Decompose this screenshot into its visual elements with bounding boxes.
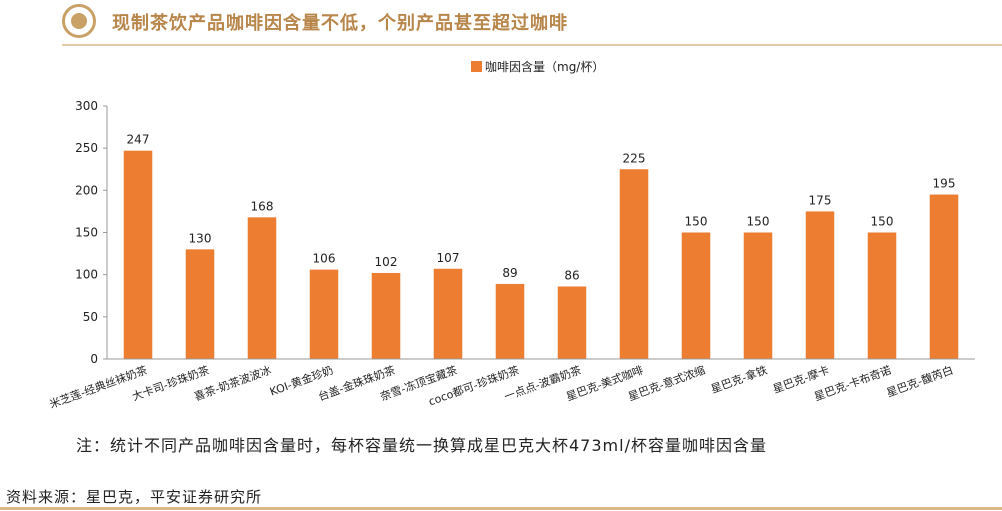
y-tick-label: 250 [75, 141, 98, 155]
bar [557, 286, 587, 359]
bar-value-label: 86 [564, 268, 579, 282]
chart-note: 注：统计不同产品咖啡因含量时，每杯容量统一换算成星巴克大杯473ml/杯容量咖啡… [76, 436, 767, 455]
header-divider [62, 44, 1002, 46]
y-tick-label: 150 [75, 226, 98, 240]
bar [495, 283, 525, 359]
bar-value-label: 247 [127, 133, 150, 147]
bar-value-label: 175 [809, 193, 832, 207]
bar-value-label: 168 [251, 199, 274, 213]
bar [247, 217, 277, 359]
bar-chart: 咖啡因含量（mg/杯） 0 50 100 150 200 250 300 247 130 168… [47, 59, 975, 411]
y-tick-label: 0 [90, 352, 98, 366]
bar [743, 232, 773, 359]
bar-series: 247 130 168 106 102 107 89 86 225 150 150 175 150 195 [123, 133, 959, 359]
bar [309, 269, 339, 359]
chart-legend: 咖啡因含量（mg/杯） [471, 59, 604, 74]
bar [929, 194, 959, 359]
bar [185, 249, 215, 359]
bar-value-label: 195 [933, 177, 956, 191]
x-category-label: 星巴克-馥芮白 [884, 363, 955, 400]
legend-swatch [471, 61, 482, 72]
y-tick-label: 50 [83, 310, 98, 324]
page-title: 现制茶饮产品咖啡因含量不低，个别产品甚至超过咖啡 [112, 13, 568, 34]
bar-value-label: 106 [313, 252, 336, 266]
y-tick-label: 200 [75, 183, 98, 197]
bar-value-label: 102 [375, 255, 398, 269]
header: 现制茶饮产品咖啡因含量不低，个别产品甚至超过咖啡 [0, 0, 1002, 48]
y-tick-label: 300 [75, 99, 98, 113]
footer-divider [0, 507, 1002, 510]
bar [867, 232, 897, 359]
bar-value-label: 150 [685, 215, 708, 229]
x-category-label: 米芝莲-经典丝袜奶茶 [47, 363, 149, 411]
bar [433, 268, 463, 359]
bar [123, 150, 153, 359]
bar-value-label: 225 [623, 151, 646, 165]
bar-value-label: 89 [502, 266, 517, 280]
bar-value-label: 107 [437, 251, 460, 265]
x-axis: 米芝莲-经典丝袜奶茶大卡司-珍珠奶茶喜茶-奶茶波波冰KOI-黄金珍奶台盖-金珠珠… [47, 358, 975, 411]
legend-label: 咖啡因含量（mg/杯） [485, 59, 604, 74]
bar [805, 211, 835, 359]
bar-value-label: 130 [189, 231, 212, 245]
bar-value-label: 150 [871, 215, 894, 229]
y-tick-label: 100 [75, 268, 98, 282]
source-text: 资料来源：星巴克，平安证券研究所 [6, 488, 263, 506]
bar [681, 232, 711, 359]
bar [371, 272, 401, 359]
y-axis: 0 50 100 150 200 250 300 [75, 99, 108, 366]
bar [619, 169, 649, 359]
x-category-label: 星巴克-拿铁 [709, 363, 769, 396]
bar-value-label: 150 [747, 215, 770, 229]
logo-circle-icon [62, 4, 96, 38]
